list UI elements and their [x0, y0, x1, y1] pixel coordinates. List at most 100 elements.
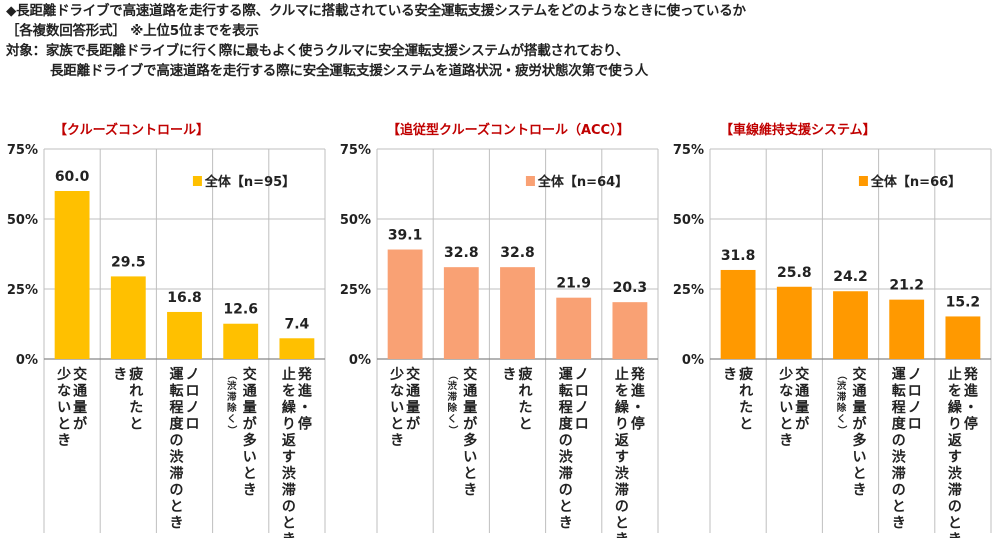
category-label-char: と — [390, 417, 404, 433]
chart-title: 【追従型クルーズコントロール（ACC）】 — [387, 122, 630, 138]
category-label-char: 疲 — [739, 366, 753, 383]
category-label-char: ノ — [186, 367, 200, 383]
category-label-char: 滞 — [892, 465, 906, 482]
y-tick-label: 75% — [340, 143, 371, 158]
data-label: 12.6 — [223, 302, 258, 318]
category-label-char: な — [779, 384, 793, 400]
category-label-char: 通 — [73, 384, 87, 400]
category-label-char: を — [282, 384, 296, 400]
category-label-char: が — [243, 416, 258, 433]
category-label-char: 発 — [963, 366, 979, 383]
data-label: 24.2 — [833, 269, 868, 285]
category-label-char: た — [519, 400, 533, 416]
category-label-char: 転 — [892, 383, 906, 400]
category-label-char: 渋 — [559, 449, 573, 466]
target-line-1: 対象：家族で長距離ドライブに行く際に最もよく使うクルマに安全運転支援システムが搭… — [6, 43, 629, 59]
category-label-char: 滞 — [948, 482, 962, 499]
category-label-char: き — [113, 367, 127, 383]
category-label-char: 停 — [298, 416, 312, 433]
category-label-char: き — [503, 367, 517, 383]
category-label-char: れ — [519, 384, 533, 400]
category-label-char: 渋 — [170, 449, 184, 466]
category-note-char: ） — [446, 425, 458, 435]
category-label-char: い — [853, 450, 867, 466]
category-label-char: ロ — [575, 384, 589, 400]
category-label-char: 量 — [406, 400, 420, 416]
data-label: 21.2 — [889, 278, 924, 294]
category-label-char: の — [948, 499, 962, 515]
target-line-2: 長距離ドライブで高速道路を走行する際に安全運転支援システムを道路状況・疲労状態次… — [50, 63, 649, 79]
category-label-char: 進 — [964, 384, 978, 400]
category-label-char: 進 — [631, 384, 645, 400]
category-label-char: た — [129, 400, 143, 416]
category-label-char: 渋 — [282, 465, 296, 482]
category-label-char: の — [559, 433, 573, 449]
bar — [500, 267, 535, 359]
bar — [54, 191, 90, 359]
category-note-char: （ — [226, 370, 238, 380]
category-label-char: 滞 — [559, 465, 573, 482]
category-label-char: と — [615, 516, 629, 532]
data-label: 21.9 — [556, 276, 591, 292]
bar — [279, 338, 315, 359]
category-label-char: き — [282, 532, 296, 538]
category-label-char: の — [615, 499, 629, 515]
category-note-char: く — [837, 414, 847, 425]
category-label-char: の — [170, 483, 184, 499]
category-label-char: が — [73, 416, 88, 433]
category-label-char: 転 — [559, 383, 573, 400]
category-label-char: の — [892, 433, 906, 449]
y-tick-label: 50% — [7, 213, 38, 228]
legend-swatch — [192, 176, 202, 186]
data-label: 32.8 — [500, 245, 535, 261]
bar — [556, 297, 592, 359]
category-note-char: （ — [446, 370, 458, 380]
category-label-char: ・ — [298, 400, 312, 416]
category-label-char: き — [243, 483, 257, 499]
bar — [387, 249, 423, 359]
category-label-char: 度 — [892, 416, 907, 433]
category-label-char: い — [463, 450, 477, 466]
y-tick-label: 50% — [673, 213, 704, 228]
category-label-char: た — [739, 400, 753, 416]
category-label-char: の — [559, 483, 573, 499]
format-note: ［各複数回答形式］ ※上位5位までを表示 — [6, 23, 259, 39]
category-label-char: き — [559, 516, 573, 532]
category-label-char: な — [57, 384, 71, 400]
category-label-char: 渋 — [892, 449, 906, 466]
category-label-char: 交 — [406, 366, 420, 383]
category-label-char: 多 — [463, 432, 477, 449]
category-label-char: 停 — [631, 416, 645, 433]
category-label-char: と — [739, 417, 753, 433]
category-label-char: 少 — [56, 366, 71, 383]
category-note-char: （ — [836, 370, 848, 380]
category-label-char: 返 — [948, 432, 962, 449]
category-label-char: ロ — [908, 417, 922, 433]
category-label-char: 度 — [559, 416, 574, 433]
y-tick-label: 0% — [682, 353, 704, 368]
data-label: 7.4 — [284, 316, 309, 332]
chart-title: 【クルーズコントロール】 — [54, 122, 209, 138]
chart-panel-3: 【車線維持支援システム】 0% 25% 50% 75% 31.8 25.8 24.2 21.2 1… — [673, 122, 992, 538]
category-label-char: 程 — [559, 400, 573, 416]
category-label-char: 交 — [243, 366, 257, 383]
category-label-char: と — [779, 417, 793, 433]
category-note-char: 渋 — [837, 380, 847, 392]
category-label-char: き — [615, 532, 629, 538]
y-tick-label: 0% — [16, 353, 38, 368]
category-label-char: き — [723, 367, 737, 383]
category-note-char: 滞 — [227, 391, 237, 403]
category-label-char: 転 — [170, 383, 184, 400]
category-label-char: れ — [129, 384, 143, 400]
category-label-char: 止 — [948, 366, 962, 383]
category-label-char: ロ — [186, 417, 200, 433]
category-label-char: 交 — [795, 366, 809, 383]
data-label: 29.5 — [111, 254, 146, 270]
legend-label: 全体【n=95】 — [204, 174, 295, 190]
y-tick-label: 75% — [673, 143, 704, 158]
category-label-char: 進 — [298, 384, 312, 400]
bar — [833, 291, 868, 359]
category-note-char: ） — [226, 425, 238, 435]
category-note-char: 滞 — [837, 391, 847, 403]
category-label-char: 通 — [853, 384, 867, 400]
